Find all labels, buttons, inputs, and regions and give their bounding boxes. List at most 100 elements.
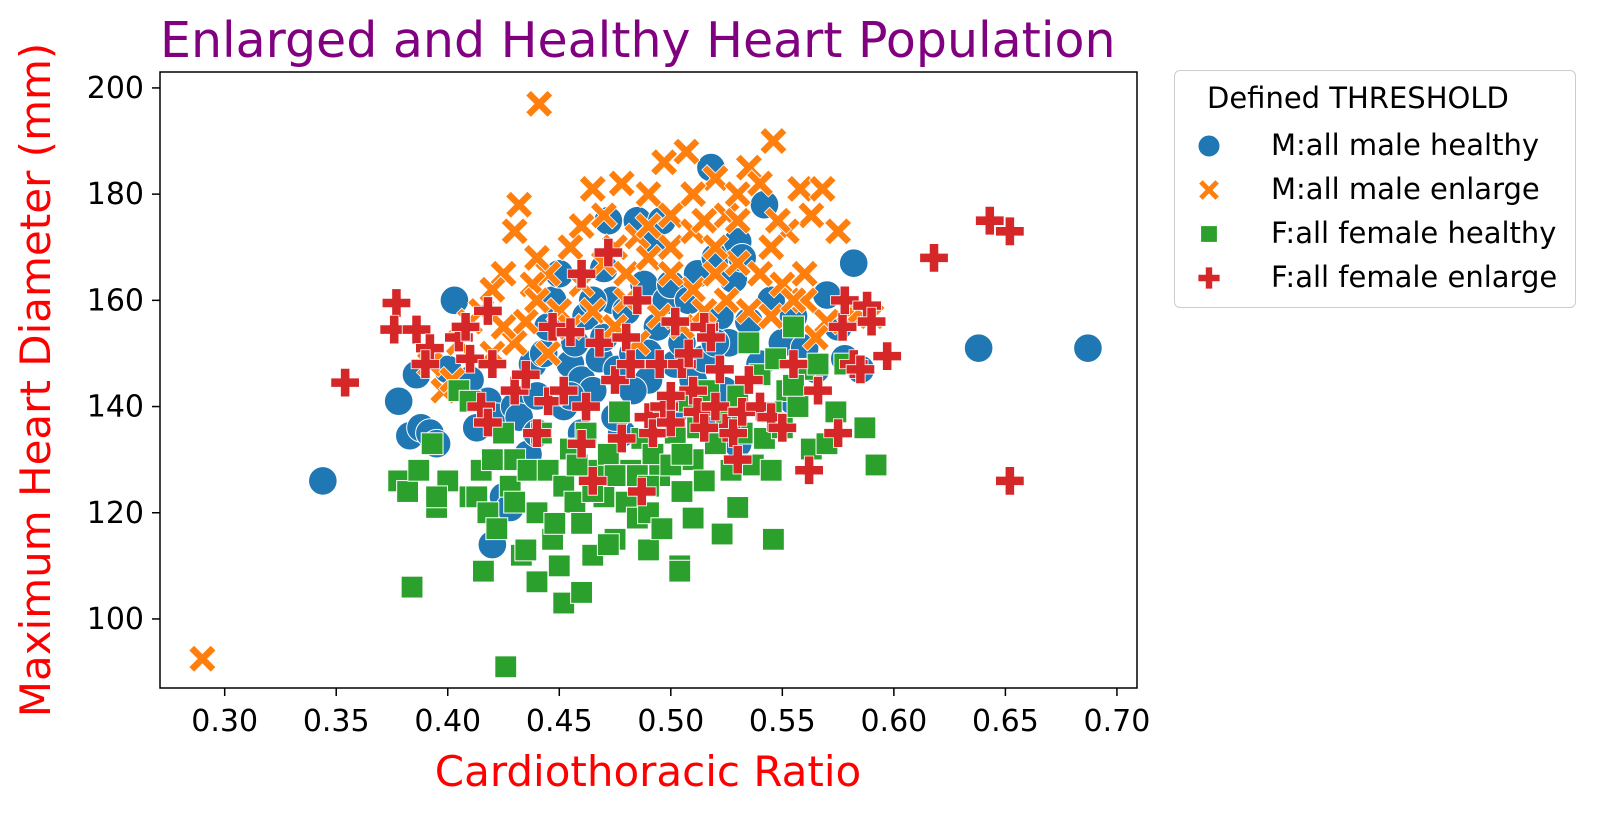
data-point-s4-37 — [660, 306, 690, 337]
data-point-s2-68 — [757, 302, 786, 331]
data-point-s2-25 — [567, 211, 596, 241]
legend: Defined THRESHOLD M:all male healthy M:al… — [1174, 70, 1576, 308]
data-point-s3-35 — [596, 442, 620, 466]
data-point-s4-1 — [330, 367, 360, 398]
data-point-s4-16 — [522, 418, 552, 448]
data-point-s2-9 — [672, 137, 701, 166]
y-axis-ticks: 100 120 140 160 180 200 — [87, 71, 160, 637]
data-point-s4-6 — [410, 349, 441, 379]
y-tick-label: 100 — [87, 602, 144, 637]
legend-marker-x — [1198, 179, 1220, 201]
data-point-s4-30 — [622, 285, 653, 316]
data-point-s3-76 — [853, 416, 877, 440]
data-point-s3-3 — [400, 575, 424, 599]
data-point-s2-46 — [723, 249, 752, 278]
data-point-s4-15 — [511, 359, 541, 390]
data-point-s4-54 — [778, 349, 809, 379]
data-point-s4-45 — [705, 354, 735, 385]
data-point-s4-20 — [555, 317, 586, 347]
data-point-s2-13 — [723, 180, 752, 209]
x-tick-label: 0.35 — [303, 704, 370, 739]
data-point-s2-20 — [679, 180, 708, 209]
data-point-s2-21 — [634, 180, 663, 209]
x-axis-ticks: 0.30 0.35 0.40 0.45 0.50 0.55 0.60 0.65 0.70 — [191, 688, 1150, 739]
data-point-s4-10 — [473, 296, 503, 326]
data-point-s2-77 — [701, 233, 730, 262]
data-point-s4-55 — [794, 455, 824, 485]
data-point-s3-101 — [503, 490, 527, 514]
data-point-s2-4 — [505, 190, 534, 219]
data-point-s2-2 — [525, 89, 554, 118]
data-point-s3-68 — [782, 315, 805, 339]
data-point-s4-50 — [734, 365, 764, 395]
data-point-s3-89 — [681, 506, 705, 530]
data-point-s4-57 — [823, 418, 853, 448]
data-point-s4-43 — [696, 322, 726, 353]
x-tick-label: 0.50 — [637, 704, 704, 739]
data-point-s2-18 — [797, 201, 826, 230]
legend-marker-plus — [1197, 266, 1221, 290]
data-point-s3-77 — [864, 453, 888, 477]
data-point-s3-26 — [547, 554, 571, 578]
data-point-s4-14 — [499, 375, 530, 406]
data-point-s4-48 — [723, 444, 753, 475]
legend-item-4: F:all female enlarge — [1175, 258, 1575, 298]
data-point-s4-44 — [700, 391, 731, 422]
x-tick-label: 0.55 — [749, 704, 816, 739]
data-point-s3-84 — [472, 559, 495, 583]
data-point-s4-2 — [381, 288, 412, 318]
data-point-s3-85 — [514, 538, 538, 562]
data-point-s3-37 — [608, 400, 631, 424]
data-point-s3-30 — [570, 511, 594, 535]
data-point-s2-60 — [578, 296, 607, 326]
data-point-s3-69 — [786, 395, 810, 418]
data-point-s1-8 — [439, 285, 470, 316]
data-point-s4-53 — [767, 413, 798, 443]
data-point-s1-76 — [1073, 333, 1103, 363]
x-tick-label: 0.60 — [860, 704, 927, 739]
data-point-s2-66 — [712, 286, 741, 315]
data-point-s4-71 — [689, 413, 719, 443]
data-point-s1-75 — [963, 333, 994, 363]
data-point-s2-26 — [556, 233, 585, 262]
y-axis-label: Maximum Heart Diameter (mm) — [11, 43, 60, 718]
data-point-s2-16 — [808, 174, 837, 203]
data-point-s2-75 — [522, 243, 552, 272]
data-point-s2-5 — [500, 217, 529, 246]
legend-marker-circle — [1197, 134, 1221, 158]
data-point-s4-58 — [827, 312, 858, 342]
data-point-s4-67 — [995, 216, 1025, 247]
data-point-s2-67 — [734, 296, 763, 326]
data-point-s4-34 — [644, 349, 675, 379]
data-point-s4-17 — [533, 386, 563, 416]
data-point-s2-81 — [763, 206, 792, 235]
data-point-s3-16 — [485, 517, 509, 541]
data-point-s3-1 — [494, 655, 518, 679]
data-point-s1-73 — [838, 248, 869, 278]
data-point-s4-64 — [872, 341, 902, 371]
data-point-s2-22 — [656, 201, 685, 230]
data-point-s4-36 — [656, 407, 686, 438]
data-point-s3-82 — [570, 580, 594, 604]
data-point-s2-69 — [779, 286, 808, 315]
data-point-s4-59 — [830, 285, 860, 316]
data-point-s2-7 — [607, 169, 636, 198]
data-point-s3-83 — [525, 570, 549, 594]
legend-label: M:all male enlarge — [1271, 172, 1540, 206]
data-point-s2-47 — [745, 259, 775, 288]
data-point-s2-76 — [589, 201, 618, 230]
y-tick-label: 140 — [87, 390, 144, 425]
data-point-s4-12 — [473, 407, 503, 438]
data-point-s4-65 — [919, 243, 949, 273]
data-point-s3-99 — [425, 485, 449, 509]
data-point-s3-15 — [480, 448, 504, 472]
data-point-s3-4 — [420, 432, 444, 456]
data-point-s4-70 — [656, 381, 686, 411]
data-point-s3-52 — [692, 469, 716, 493]
data-point-s2-72 — [634, 211, 663, 241]
data-point-s3-64 — [759, 458, 783, 482]
data-points — [188, 89, 1103, 679]
data-point-s3-7 — [407, 458, 431, 482]
data-point-s4-25 — [593, 237, 624, 268]
